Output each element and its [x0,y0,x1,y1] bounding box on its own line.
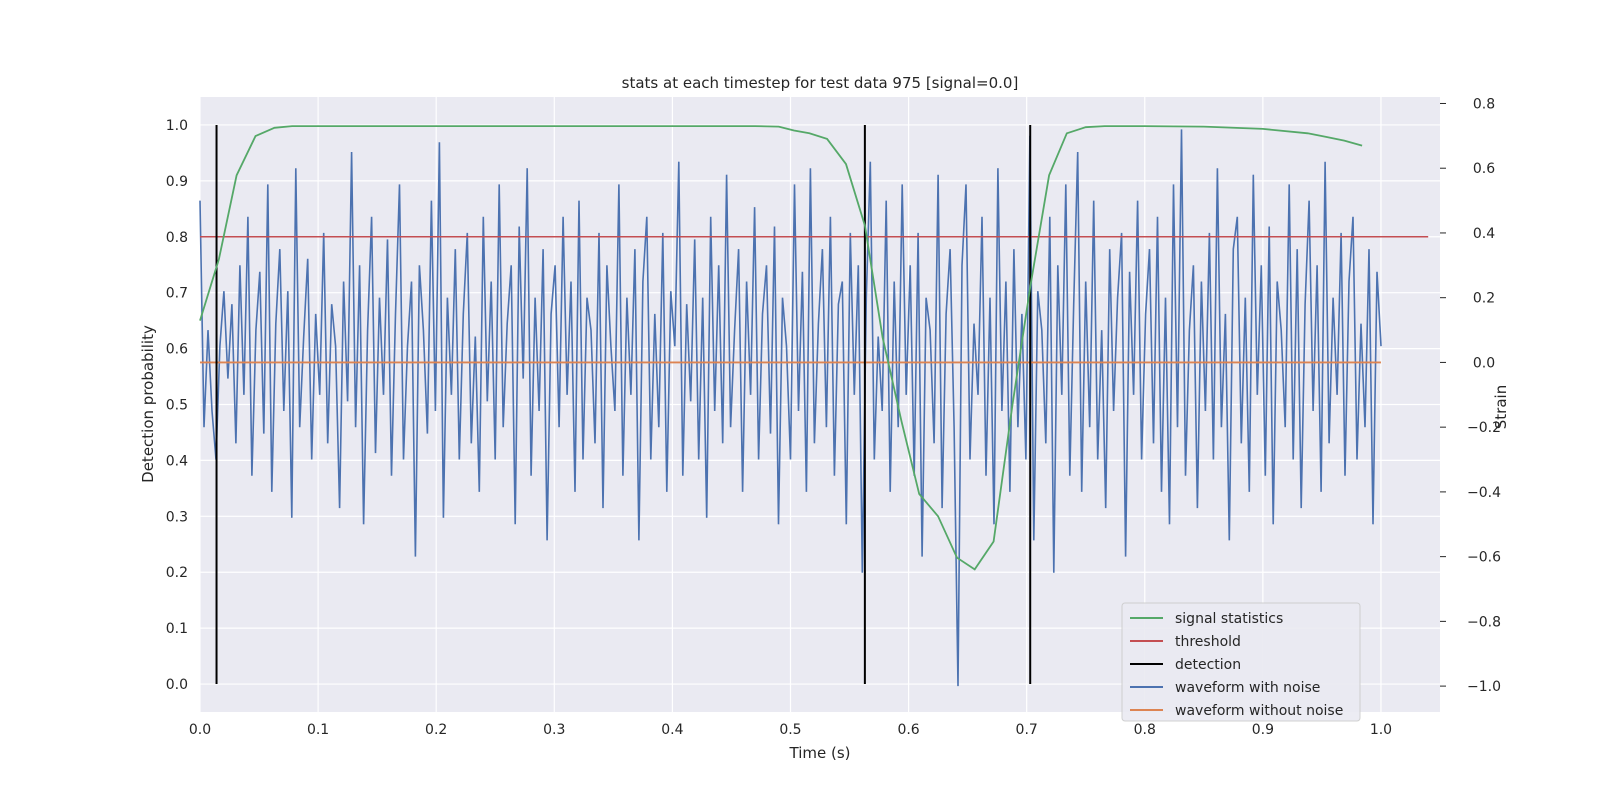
y-tick-label: 0.0 [166,677,188,693]
y2-tick-label: −1.0 [1467,679,1501,695]
x-tick-label: 0.7 [1016,722,1038,738]
y-tick-label: 0.7 [166,286,188,302]
y-tick-label: 0.8 [166,230,188,246]
x-tick-label: 0.4 [661,722,683,738]
y2-tick-label: 0.6 [1473,161,1495,177]
y-tick-label: 0.1 [166,621,188,637]
x-tick-label: 1.0 [1370,722,1392,738]
y-tick-label: 0.9 [166,174,188,190]
x-tick-label: 0.5 [779,722,801,738]
series-signal-statistics [199,125,1363,571]
y-tick-label: 0.3 [166,509,188,525]
series-layer [199,124,1429,687]
legend: signal statistics threshold detection wavef… [1121,602,1361,722]
legend-label-waveform-with-noise: waveform with noise [1175,680,1320,696]
y-tick-label: 0.5 [166,398,188,414]
y2-tick-label: 0.4 [1473,226,1495,242]
y-tick-label: 0.2 [166,565,188,581]
right-axis-ticks: −1.0 −0.8 −0.6 −0.4 −0.2 0.0 0.2 0.4 0.6 0.8 [1440,96,1501,695]
x-tick-label: 0.6 [897,722,919,738]
y-axis-label: Detection probability [139,325,157,483]
y-tick-label: 1.0 [166,118,188,134]
y2-tick-label: −0.6 [1467,550,1501,566]
x-tick-label: 0.8 [1134,722,1156,738]
left-axis-ticks: 0.0 0.1 0.2 0.3 0.4 0.5 0.6 0.7 0.8 0.9 1.0 [166,118,188,693]
legend-label-signal-statistics: signal statistics [1175,611,1283,627]
x-axis-label: Time (s) [789,744,851,762]
legend-label-threshold: threshold [1175,634,1241,650]
legend-label-detection: detection [1175,657,1241,673]
y2-tick-label: 0.2 [1473,291,1495,307]
x-tick-label: 0.3 [543,722,565,738]
y2-axis-label: Strain [1492,385,1510,429]
legend-label-waveform-without-noise: waveform without noise [1175,703,1343,719]
series-waveform-with-noise [199,129,1382,687]
y2-tick-label: −0.2 [1467,420,1501,436]
x-tick-label: 0.2 [425,722,447,738]
legend-box [1121,602,1361,722]
y2-tick-label: −0.8 [1467,614,1501,630]
x-axis-ticks: 0.0 0.1 0.2 0.3 0.4 0.5 0.6 0.7 0.8 0.9 1.0 [189,722,1392,738]
x-tick-label: 0.1 [307,722,329,738]
x-tick-label: 0.0 [189,722,211,738]
y2-tick-label: 0.8 [1473,96,1495,112]
y-tick-label: 0.6 [166,342,188,358]
y2-tick-label: −0.4 [1467,485,1501,501]
y2-tick-label: 0.0 [1473,355,1495,371]
chart-title: stats at each timestep for test data 975… [622,74,1019,92]
x-tick-label: 0.9 [1252,722,1274,738]
y-tick-label: 0.4 [166,453,188,469]
